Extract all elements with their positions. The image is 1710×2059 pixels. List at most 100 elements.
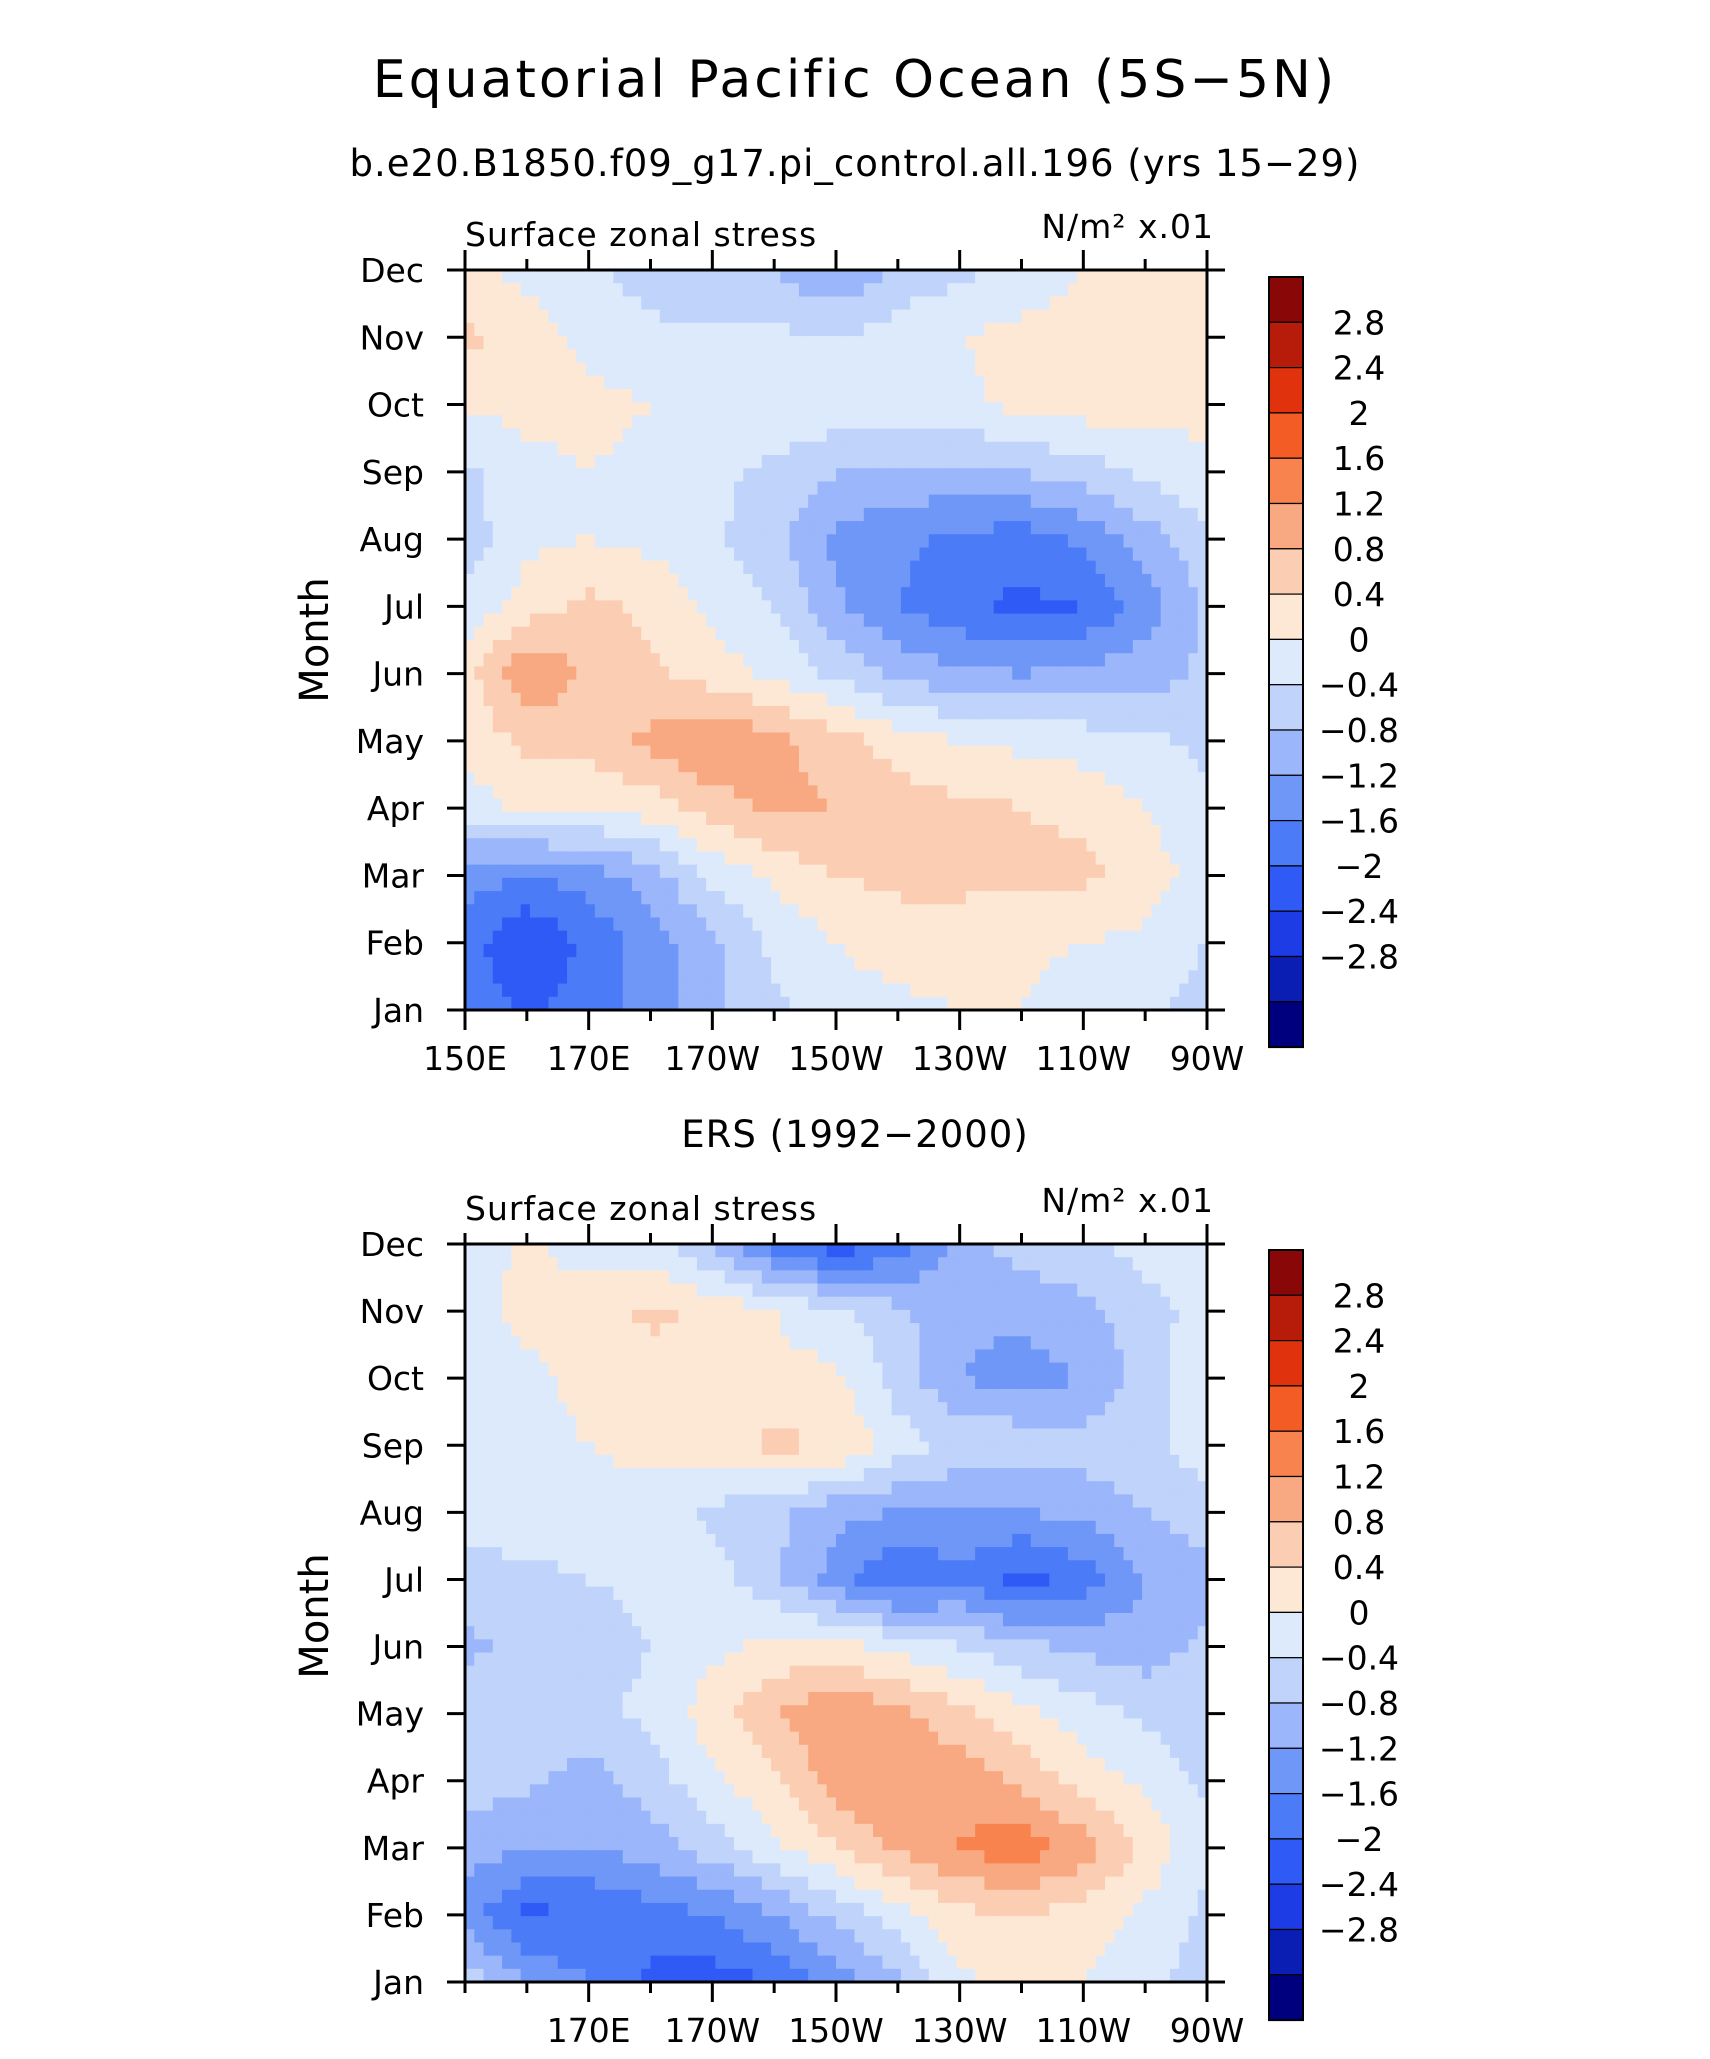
contour-cell <box>465 494 475 509</box>
contour-cell <box>1002 349 1013 364</box>
contour-cell <box>706 943 717 958</box>
contour-cell <box>1095 957 1106 971</box>
contour-cell <box>1160 388 1171 403</box>
contour-cell <box>650 957 661 971</box>
contour-cell <box>1002 573 1013 588</box>
contour-cell <box>1086 825 1097 839</box>
contour-cell <box>928 468 939 483</box>
contour-cell <box>817 640 828 654</box>
contour-cell <box>669 441 679 456</box>
contour-cell <box>641 719 652 734</box>
contour-cell <box>956 653 967 668</box>
contour-cell <box>863 600 874 615</box>
contour-cell <box>965 270 976 284</box>
contour-cell <box>678 626 689 641</box>
contour-cell <box>650 428 661 443</box>
contour-cell <box>891 640 902 654</box>
contour-cell <box>826 600 837 615</box>
contour-cell <box>548 349 559 364</box>
contour-cell <box>1188 758 1199 773</box>
contour-cell <box>669 838 679 853</box>
contour-cell <box>1104 706 1115 720</box>
contour-cell <box>502 917 512 932</box>
contour-cell <box>808 1270 819 1285</box>
contour-cell <box>613 891 624 905</box>
contour-cell <box>669 468 679 483</box>
contour-cell <box>882 270 893 284</box>
contour-cell <box>845 362 856 377</box>
contour-cell <box>1095 283 1106 298</box>
contour-cell <box>631 772 642 786</box>
contour-cell <box>733 825 744 839</box>
contour-cell <box>771 322 781 337</box>
contour-cell <box>502 309 512 324</box>
contour-cell <box>604 666 615 681</box>
contour-cell <box>492 653 503 668</box>
contour-cell <box>919 640 930 654</box>
contour-cell <box>863 640 874 654</box>
contour-cell <box>1030 441 1041 456</box>
contour-cell <box>539 1283 550 1298</box>
contour-cell <box>465 785 475 800</box>
contour-cell <box>798 1244 809 1258</box>
contour-cell <box>863 943 874 958</box>
contour-cell <box>845 441 856 456</box>
contour-cell <box>743 560 754 575</box>
contour-cell <box>993 362 1004 377</box>
contour-cell <box>1040 455 1050 469</box>
contour-cell <box>631 732 642 747</box>
contour-cell <box>585 322 596 337</box>
contour-cell <box>956 521 967 535</box>
contour-cell <box>576 785 587 800</box>
contour-cell <box>1169 309 1180 324</box>
contour-cell <box>687 666 698 681</box>
contour-cell <box>529 732 540 747</box>
contour-cell <box>1123 455 1134 469</box>
contour-cell <box>836 706 846 720</box>
contour-cell <box>715 349 726 364</box>
contour-cell <box>1067 996 1078 1011</box>
contour-cell <box>975 772 986 786</box>
contour-cell <box>539 507 550 522</box>
contour-cell <box>1040 507 1050 522</box>
contour-cell <box>659 653 670 668</box>
contour-cell <box>928 917 939 932</box>
contour-cell <box>1086 415 1097 430</box>
contour-cell <box>1012 283 1023 298</box>
contour-cell <box>576 1244 587 1258</box>
contour-cell <box>1169 573 1180 588</box>
contour-cell <box>567 534 577 549</box>
contour-cell <box>771 904 781 919</box>
contour-cell <box>604 441 615 456</box>
contour-cell <box>1049 507 1060 522</box>
contour-cell <box>465 930 475 945</box>
contour-cell <box>771 838 781 853</box>
contour-cell <box>1151 679 1162 694</box>
contour-cell <box>483 653 494 668</box>
contour-cell <box>947 706 958 720</box>
contour-cell <box>956 772 967 786</box>
contour-cell <box>465 706 475 720</box>
contour-cell <box>900 560 911 575</box>
contour-cell <box>1160 600 1171 615</box>
contour-cell <box>706 441 717 456</box>
contour-cell <box>798 943 809 958</box>
contour-cell <box>891 798 902 813</box>
contour-cell <box>1169 891 1180 905</box>
contour-cell <box>1012 626 1023 641</box>
contour-cell <box>594 388 605 403</box>
contour-cell <box>798 653 809 668</box>
contour-cell <box>1077 521 1088 535</box>
contour-cell <box>585 521 596 535</box>
contour-cell <box>761 600 772 615</box>
contour-cell <box>520 904 531 919</box>
contour-cell <box>845 745 856 760</box>
contour-cell <box>817 375 828 390</box>
contour-cell <box>585 441 596 456</box>
contour-cell <box>1067 428 1078 443</box>
contour-cell <box>529 441 540 456</box>
contour-cell <box>502 930 512 945</box>
contour-cell <box>938 547 948 562</box>
contour-cell <box>1104 1244 1115 1258</box>
contour-cell <box>798 745 809 760</box>
